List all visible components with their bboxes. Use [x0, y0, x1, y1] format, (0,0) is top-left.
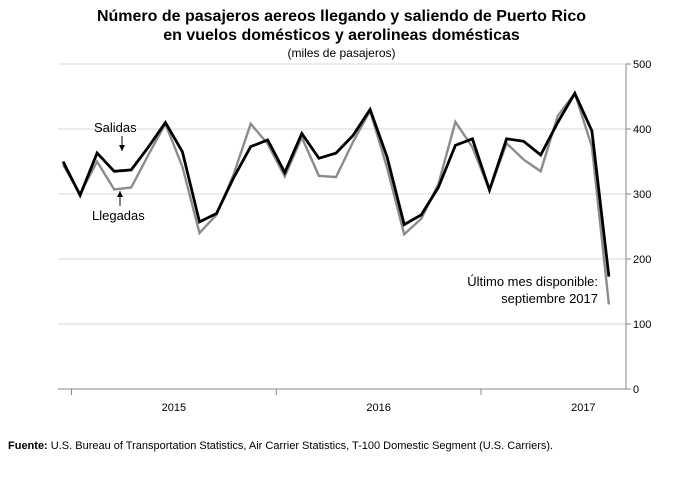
chart-subtitle: (miles de pasajeros)	[287, 46, 396, 60]
arrow-llegadas-head	[117, 191, 123, 197]
source-text: U.S. Bureau of Transportation Statistics…	[47, 440, 554, 452]
chart-title-line-2: en vuelos domésticos y aerolineas domést…	[163, 27, 520, 44]
y-tick-label-300: 300	[633, 189, 651, 201]
source-footnote: Fuente: U.S. Bureau of Transportation St…	[8, 440, 553, 452]
y-tick-label-400: 400	[633, 124, 651, 136]
annotation-llegadas: Llegadas	[92, 208, 145, 223]
chart-title-line-1: Número de pasajeros aereos llegando y sa…	[96, 8, 587, 25]
annotation-salidas: Salidas	[94, 120, 137, 135]
series-line-llegadas	[61, 90, 611, 305]
y-tick-label-0: 0	[633, 384, 639, 396]
annotation-ultimo-mes-line-2: septiembre 2017	[501, 291, 598, 306]
arrow-salidas-head	[119, 145, 125, 151]
x-year-label-2015: 2015	[162, 402, 186, 414]
series-line-salidas	[61, 90, 611, 277]
y-tick-label-200: 200	[633, 254, 651, 266]
annotation-ultimo-mes-line-1: Último mes disponible:	[467, 274, 598, 289]
y-tick-label-500: 500	[633, 59, 651, 71]
x-year-label-2016: 2016	[366, 402, 390, 414]
y-tick-label-100: 100	[633, 319, 651, 331]
x-year-label-2017: 2017	[571, 402, 595, 414]
source-label: Fuente:	[8, 440, 48, 452]
